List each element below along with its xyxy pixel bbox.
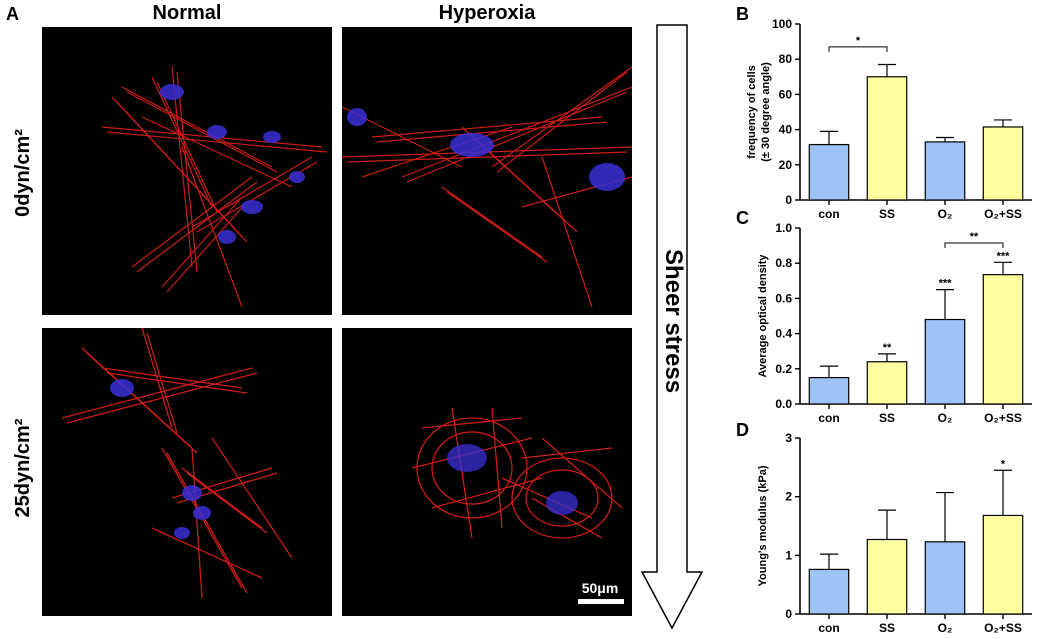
bar-1 (866, 538, 908, 615)
micrograph-hyperoxia-0dyn (342, 27, 632, 315)
bracket-label-0: ** (970, 231, 979, 243)
row-header-0dyn: 0dyn/cm² (12, 129, 34, 217)
y-tick-label: 80 (779, 52, 793, 66)
bar-3 (982, 274, 1024, 405)
y-tick-label: 60 (779, 87, 793, 101)
y-axis-label: Young's modulus (kPa) (757, 465, 769, 586)
cell-image-normal-0dyn (101, 66, 328, 308)
x-tick-label-3: O₂+SS (984, 411, 1022, 424)
micrograph-normal-25dyn (42, 328, 332, 616)
panel-label-d: D (736, 420, 749, 440)
panel-label-c: C (736, 208, 749, 228)
cell-image-hyperoxia-0dyn (342, 66, 632, 308)
micrograph-normal-0dyn (42, 27, 332, 315)
cell-image-hyperoxia-25dyn (411, 407, 623, 539)
x-tick-label-0: con (818, 411, 839, 424)
bar-0 (808, 568, 850, 615)
bar-2 (924, 141, 966, 201)
arrow-label: Sheer stress (660, 248, 687, 394)
y-tick-label: 2 (785, 490, 792, 504)
y-axis-label: Average optical density (757, 254, 769, 378)
chart-b: 0 20 40 60 80 100 frequency of cells (± 30 degr… (742, 14, 1042, 221)
column-header-normal: Normal (152, 2, 222, 24)
y-tick-label: 0.0 (775, 397, 792, 411)
y-tick-label: 0.6 (775, 291, 792, 305)
bar-0 (808, 143, 850, 201)
x-tick-label-2: O₂ (938, 621, 953, 634)
bar-0 (808, 377, 850, 405)
significance-label-3: * (1001, 458, 1006, 470)
bar-3 (982, 126, 1024, 201)
bar-2 (924, 541, 966, 615)
column-header-hyperoxia: Hyperoxia (438, 2, 536, 24)
y-tick-label: 100 (772, 17, 792, 31)
cell-image-normal-25dyn (61, 328, 293, 599)
x-tick-label-3: O₂+SS (984, 207, 1022, 220)
significance-label-3: *** (997, 250, 1011, 262)
y-axis-label: (± 30 degree angle) (760, 62, 772, 162)
micrograph-hyperoxia-25dyn: 50μm (342, 328, 632, 616)
bar-2 (924, 318, 966, 405)
chart-c-svg: 0.0 0.2 0.4 0.6 0.8 1.0 Average optical densit… (757, 221, 1032, 425)
panel-label-b: B (736, 4, 749, 24)
bracket-label-0: * (856, 35, 861, 47)
x-tick-label-2: O₂ (938, 207, 953, 220)
y-axis-label: frequency of cells (746, 65, 758, 159)
significance-label-2: *** (939, 278, 953, 290)
significance-label-1: ** (883, 342, 892, 354)
significance-bracket-0 (944, 242, 1004, 248)
chart-d-svg: 0 1 2 3 Young's modulus (kPa) con SS O₂ * O₂+SS (757, 431, 1032, 635)
x-tick-label-0: con (818, 207, 839, 220)
row-header-25dyn: 25dyn/cm² (12, 418, 34, 518)
x-tick-label-1: SS (879, 411, 895, 424)
y-tick-label: 0.4 (775, 327, 792, 341)
scale-bar-label: 50μm (581, 580, 619, 596)
y-tick-label: 3 (785, 431, 792, 445)
bar-1 (866, 76, 908, 201)
bar-1 (866, 361, 908, 405)
x-tick-label-2: O₂ (938, 411, 953, 424)
chart-d: 0 1 2 3 Young's modulus (kPa) con SS O₂ * O₂+SS (742, 428, 1042, 635)
x-tick-label-3: O₂+SS (984, 621, 1022, 634)
x-tick-label-0: con (818, 621, 839, 634)
y-tick-label: 1.0 (775, 221, 792, 235)
panel-label-a: A (6, 4, 19, 24)
y-tick-label: 40 (779, 123, 793, 137)
y-tick-label: 20 (779, 158, 793, 172)
bar-3 (982, 514, 1024, 615)
scale-bar (578, 599, 624, 604)
x-tick-label-1: SS (879, 207, 895, 220)
y-tick-label: 0.2 (775, 362, 792, 376)
y-tick-label: 0.8 (775, 256, 792, 270)
y-tick-label: 0 (785, 607, 792, 621)
significance-bracket-0 (828, 46, 888, 52)
y-tick-label: 0 (785, 193, 792, 207)
chart-b-svg: 0 20 40 60 80 100 frequency of cells (± 30 degr… (746, 17, 1032, 221)
chart-c: 0.0 0.2 0.4 0.6 0.8 1.0 Average optical densit… (742, 218, 1042, 425)
sheer-stress-arrow: Sheer stress (640, 24, 704, 630)
x-tick-label-1: SS (879, 621, 895, 634)
arrow-shape (640, 24, 704, 630)
y-tick-label: 1 (785, 548, 792, 562)
